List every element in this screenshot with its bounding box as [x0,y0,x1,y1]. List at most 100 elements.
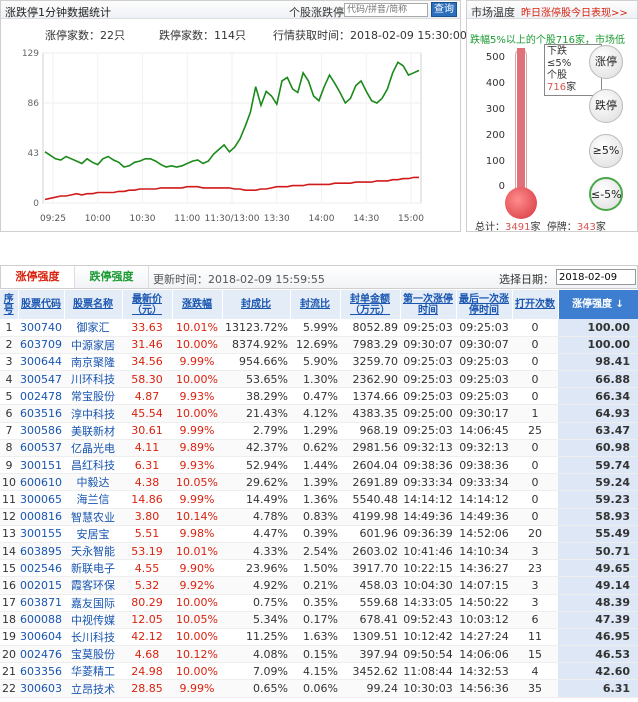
cell-code[interactable]: 603895 [18,542,64,561]
cell-name[interactable]: 宝莫股份 [64,645,122,664]
table-row[interactable]: 9 300151 昌红科技 6.31 9.93% 52.94% 1.44% 2604.04 09… [0,456,638,475]
cell-name[interactable]: 华菱精工 [64,662,122,681]
table-row[interactable]: 11 300065 海兰信 14.86 9.99% 14.49% 1.36% 5540.48 1… [0,490,638,509]
table-row[interactable]: 22 300603 立昂技术 28.85 9.99% 0.65% 0.06% 99.24 10:… [0,679,638,698]
table-row[interactable]: 17 603871 嘉友国际 80.29 10.00% 0.75% 0.35% 559.68 1… [0,594,638,612]
cell-name[interactable]: 中毅达 [64,473,122,492]
cell-code[interactable]: 603356 [18,662,64,681]
table-row[interactable]: 3 300644 南京聚隆 34.56 9.99% 954.66% 5.90% 3259.70… [0,353,638,372]
cell-name[interactable]: 天永智能 [64,542,122,561]
cell-name[interactable]: 立昂技术 [64,679,122,698]
cell-name[interactable]: 安居宝 [64,525,122,543]
cell-index: 20 [0,645,18,664]
cell-code[interactable]: 300547 [18,370,64,389]
cell-code[interactable]: 600537 [18,439,64,458]
header-col-index[interactable]: 序号 [0,290,19,319]
cell-change: 9.92% [172,576,222,595]
header-col-price[interactable]: 最新价（元） [122,290,173,319]
cell-code[interactable]: 603516 [18,404,64,423]
yesterday-limit-link[interactable]: 昨日涨停股今日表现>> [521,8,628,19]
header-col-last-time[interactable]: 最后一次涨停时间 [456,290,513,319]
header-col-change[interactable]: 涨跌幅 [172,290,223,319]
cell-name[interactable]: 智慧农业 [64,508,122,526]
header-col-seal-turnover[interactable]: 封成比 [222,290,291,319]
table-row[interactable]: 12 000816 智慧农业 3.80 10.14% 4.78% 0.83% 4199.98 1… [0,508,638,526]
date-input[interactable] [556,269,636,285]
cell-name[interactable]: 昌红科技 [64,456,122,475]
cell-name[interactable]: 御家汇 [64,319,122,337]
table-row[interactable]: 13 300155 安居宝 5.51 9.98% 4.47% 0.39% 601.96 09:3… [0,525,638,543]
cell-name[interactable]: 海兰信 [64,490,122,509]
table-row[interactable]: 19 300604 长川科技 42.12 10.00% 11.25% 1.63% 1309.5… [0,628,638,647]
table-row[interactable]: 20 002476 宝莫股份 4.68 10.12% 4.08% 0.15% 397.94 09… [0,645,638,664]
cell-name[interactable]: 常宝股份 [64,387,122,406]
cell-code[interactable]: 300740 [18,319,64,337]
cell-name[interactable]: 亿晶光电 [64,439,122,458]
cell-name[interactable]: 长川科技 [64,628,122,647]
cell-code[interactable]: 600610 [18,473,64,492]
cell-open-count: 0 [512,336,558,354]
cell-code[interactable]: 002015 [18,576,64,595]
header-col-open-count[interactable]: 打开次数 [512,290,559,319]
cell-code[interactable]: 300155 [18,525,64,543]
cell-code[interactable]: 300065 [18,490,64,509]
header-col-name[interactable]: 股票名称 [64,290,123,319]
tab-limit-up-strength[interactable]: 涨停强度 [1,266,75,288]
halt-label: 停牌： [546,222,577,233]
fall-over-5-button[interactable]: ≤-5% [589,177,623,211]
cell-code[interactable]: 300644 [18,353,64,372]
cell-name[interactable]: 新联电子 [64,559,122,578]
cell-price: 6.31 [122,456,172,475]
cell-name[interactable]: 淳中科技 [64,404,122,423]
cell-seal-turnover: 38.29% [222,387,290,406]
table-row[interactable]: 5 002478 常宝股份 4.87 9.93% 38.29% 0.47% 1374.66 09… [0,387,638,406]
table-row[interactable]: 21 603356 华菱精工 24.98 10.00% 7.09% 4.15% 3452.62… [0,662,638,681]
table-row[interactable]: 2 603709 中源家居 31.46 10.00% 8374.92% 12.69% 7983… [0,336,638,354]
table-row[interactable]: 10 600610 中毅达 4.38 10.05% 29.62% 1.39% 2691.89 0… [0,473,638,492]
cell-name[interactable]: 美联新材 [64,422,122,440]
table-row[interactable]: 14 603895 天永智能 53.19 10.01% 4.33% 2.54% 2603.02… [0,542,638,561]
limit-up-button[interactable]: 涨停 [589,45,623,79]
cell-last-time: 09:25:03 [456,353,512,372]
cell-change: 9.93% [172,456,222,475]
tab-limit-down-strength[interactable]: 跌停强度 [75,266,149,288]
table-row[interactable]: 1 300740 御家汇 33.63 10.01% 13123.72% 5.99% 8052.… [0,319,638,337]
rise-over-5-button[interactable]: ≥5% [589,134,623,168]
cell-name[interactable]: 川环科技 [64,370,122,389]
limit-down-button[interactable]: 跌停 [589,89,623,123]
table-row[interactable]: 4 300547 川环科技 58.30 10.00% 53.65% 1.30% 2362.90… [0,370,638,389]
cell-code[interactable]: 000816 [18,508,64,526]
x-tick-label: 09:25 [40,214,66,224]
cell-name[interactable]: 南京聚隆 [64,353,122,372]
header-col-seal-amount[interactable]: 封单金额（万元） [340,290,401,319]
cell-name[interactable]: 中视传媒 [64,611,122,629]
cell-code[interactable]: 002476 [18,645,64,664]
cell-name[interactable]: 嘉友国际 [64,594,122,612]
table-row[interactable]: 7 300586 美联新材 30.61 9.99% 2.79% 1.29% 968.19 09:… [0,422,638,440]
search-button[interactable]: 查询 [431,2,457,17]
header-col-seal-float[interactable]: 封流比 [290,290,341,319]
cell-code[interactable]: 300586 [18,422,64,440]
table-row[interactable]: 8 600537 亿晶光电 4.11 9.89% 42.37% 0.62% 2981.56 09… [0,439,638,458]
cell-code[interactable]: 600088 [18,611,64,629]
stock-search-input[interactable] [344,3,428,17]
callout-line-1: 下跌 [547,46,567,57]
cell-code[interactable]: 002478 [18,387,64,406]
legend-up-value: 22 [100,29,114,42]
header-col-strength[interactable]: 涨停强度 ↓ [558,290,638,319]
cell-code[interactable]: 603709 [18,336,64,354]
cell-code[interactable]: 300603 [18,679,64,698]
cell-code[interactable]: 300151 [18,456,64,475]
cell-code[interactable]: 603871 [18,594,64,612]
cell-name[interactable]: 霞客环保 [64,576,122,595]
cell-price: 58.30 [122,370,172,389]
header-col-first-time[interactable]: 第一次涨停时间 [400,290,457,319]
table-row[interactable]: 15 002546 新联电子 4.55 9.90% 23.96% 1.50% 3917.70 1… [0,559,638,578]
table-row[interactable]: 16 002015 霞客环保 5.32 9.92% 4.92% 0.21% 458.03 10:… [0,576,638,595]
header-col-code[interactable]: 股票代码 [18,290,65,319]
table-row[interactable]: 6 603516 淳中科技 45.54 10.00% 21.43% 4.12% 4383.35… [0,404,638,423]
cell-code[interactable]: 002546 [18,559,64,578]
cell-code[interactable]: 300604 [18,628,64,647]
table-row[interactable]: 18 600088 中视传媒 12.05 10.05% 5.34% 0.17% 678.41 0… [0,611,638,629]
cell-name[interactable]: 中源家居 [64,336,122,354]
